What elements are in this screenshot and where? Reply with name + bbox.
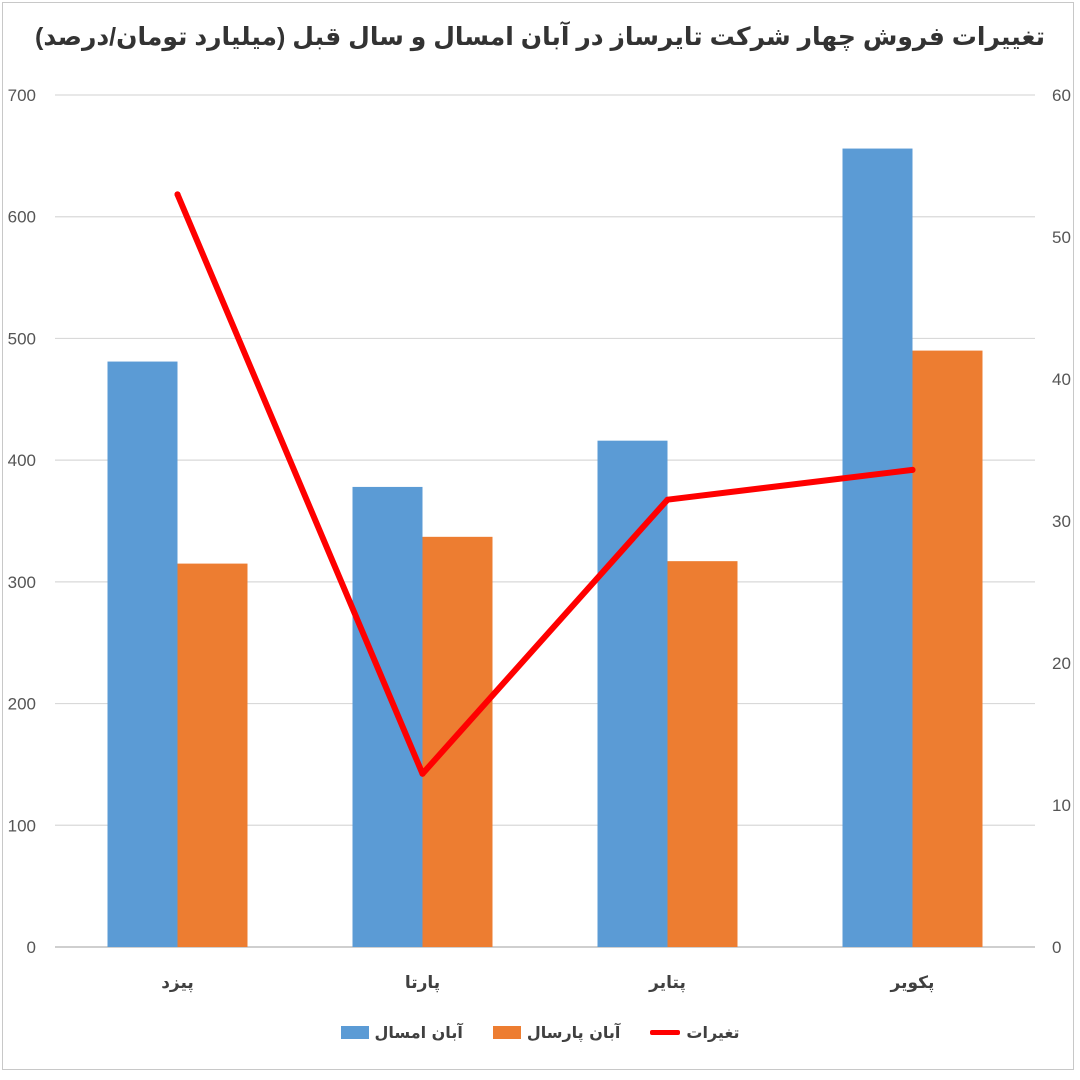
right-axis-ticks: 0 10 20 30 40 50 60 <box>1052 86 1071 957</box>
bars <box>107 148 983 948</box>
category-labels: پیزد پارتا پتایر پکویر <box>161 973 934 993</box>
left-tick-label: 500 <box>8 329 36 348</box>
legend-label-change: تغیرات <box>686 1022 740 1042</box>
right-tick-label: 60 <box>1052 86 1071 105</box>
chart-title: تغییرات فروش چهار شرکت تایرساز در آبان ا… <box>35 23 1045 51</box>
legend-swatch-this-year <box>340 1025 369 1039</box>
bar-last-year-2 <box>422 536 493 947</box>
change-line <box>174 191 916 777</box>
change-point-4 <box>909 466 916 473</box>
left-tick-label: 0 <box>27 938 36 957</box>
legend-item-change: تغیرات <box>650 1023 739 1042</box>
bar-last-year-3 <box>667 561 738 947</box>
legend-label-this-year: آبان امسال <box>374 1022 463 1042</box>
category-label: پتایر <box>648 973 686 993</box>
legend: آبان امسال آبان پارسال تغیرات <box>0 1020 1080 1044</box>
left-tick-label: 100 <box>8 816 36 835</box>
category-label: پکویر <box>890 973 935 993</box>
category-label: پیزد <box>161 973 194 993</box>
left-axis-ticks: 0 100 200 300 400 500 600 700 <box>8 86 36 957</box>
left-tick-label: 700 <box>8 86 36 105</box>
right-tick-label: 0 <box>1052 938 1061 957</box>
right-tick-label: 40 <box>1052 370 1071 389</box>
left-tick-label: 400 <box>8 451 36 470</box>
bar-last-year-4 <box>912 350 983 948</box>
change-point-1 <box>174 191 181 198</box>
change-line-path <box>174 191 916 777</box>
category-label: پارتا <box>405 973 440 993</box>
bar-this-year-2 <box>352 486 423 947</box>
bar-this-year-4 <box>842 148 913 947</box>
left-tick-label: 300 <box>8 573 36 592</box>
legend-label-last-year: آبان پارسال <box>526 1022 621 1042</box>
right-tick-label: 10 <box>1052 796 1071 815</box>
legend-swatch-last-year <box>492 1025 521 1039</box>
right-tick-label: 30 <box>1052 512 1071 531</box>
right-tick-label: 50 <box>1052 228 1071 247</box>
left-tick-label: 200 <box>8 695 36 714</box>
left-tick-label: 600 <box>8 208 36 227</box>
legend-line-change <box>650 1029 681 1035</box>
legend-item-this-year: آبان امسال <box>340 1022 463 1042</box>
bar-last-year-1 <box>177 563 248 947</box>
bar-this-year-1 <box>107 361 178 947</box>
legend-item-last-year: آبان پارسال <box>492 1022 621 1042</box>
change-point-2 <box>419 770 426 777</box>
right-tick-label: 20 <box>1052 654 1071 673</box>
bar-this-year-3 <box>597 440 668 947</box>
change-point-3 <box>664 496 671 503</box>
